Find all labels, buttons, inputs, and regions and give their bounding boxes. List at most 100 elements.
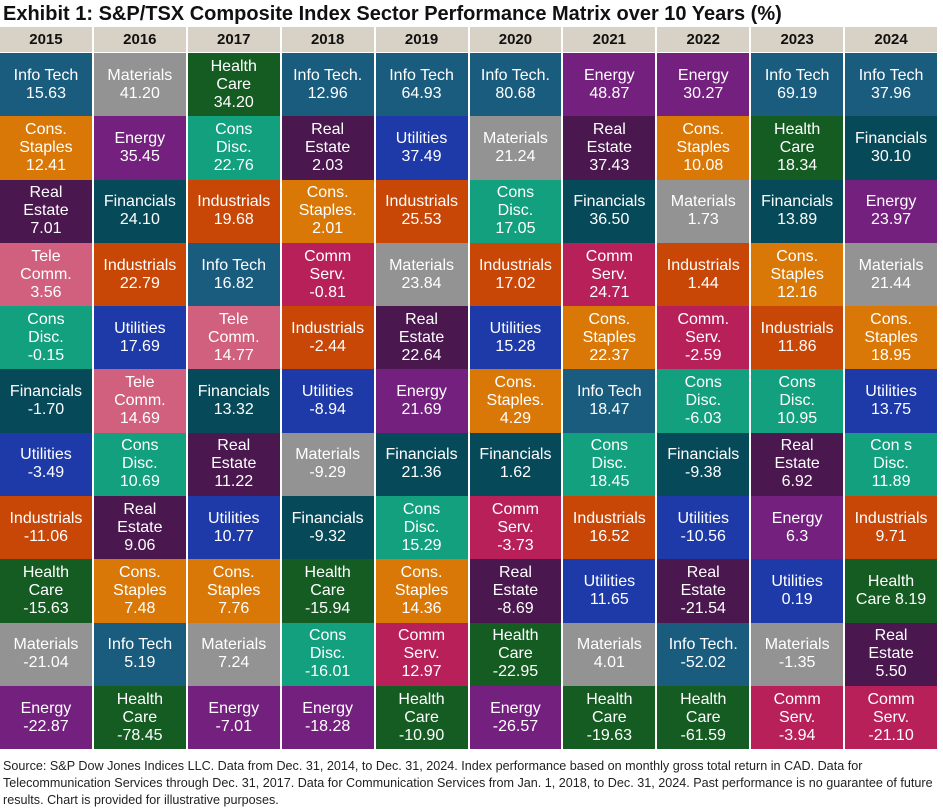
- sector-label: Cons. Staples: [113, 564, 167, 600]
- sector-label: Energy: [865, 193, 917, 211]
- sector-cell: Financials 1.62: [469, 432, 562, 497]
- sector-cell: Cons Disc. 15.29: [375, 496, 468, 560]
- year-header: 2023: [751, 27, 844, 52]
- return-value: -0.15: [27, 346, 65, 364]
- sector-cell: Materials -1.35: [751, 622, 844, 686]
- sector-label: Health Care: [210, 57, 257, 93]
- sector-cell: Energy -18.28: [281, 685, 374, 750]
- sector-label: Financials: [197, 383, 270, 401]
- sector-cell: Real Estate 5.50: [845, 622, 937, 686]
- sector-label: Utilities: [489, 319, 542, 337]
- year-column-2022: 2022 Energy 30.27 Cons. Staples 10.08 Materia…: [657, 27, 750, 750]
- sector-label: Info Tech: [389, 66, 454, 84]
- sector-label: Utilities: [865, 383, 917, 401]
- sector-cell: Industrials 16.52: [563, 496, 656, 560]
- sector-cell: Financials -9.38: [657, 432, 750, 497]
- sector-label: Energy: [114, 129, 166, 147]
- sector-cell: Health Care -22.95: [469, 622, 562, 686]
- return-value: 7.01: [30, 220, 62, 238]
- sector-label: Info Tech.: [668, 636, 738, 654]
- sector-label: Energy: [208, 699, 260, 717]
- return-value: 7.48: [124, 600, 156, 618]
- sector-label: Health Care: [492, 627, 539, 663]
- sector-label: Energy: [583, 66, 635, 84]
- sector-cell: Utilities -8.94: [281, 369, 374, 433]
- sector-cell: Financials -1.70: [0, 369, 92, 433]
- sector-label: Industrials: [760, 319, 834, 337]
- sector-cell: Materials 1.73: [657, 179, 750, 243]
- sector-label: Financials: [385, 446, 458, 464]
- sector-cell: Tele Comm. 3.56: [0, 242, 92, 307]
- return-value: 10.77: [213, 527, 254, 545]
- sector-label: Cons. Staples: [864, 310, 918, 346]
- sector-label: Materials: [858, 256, 924, 274]
- sector-label: Cons. Staples.: [486, 374, 545, 410]
- sector-cell: Cons. Staples 14.36: [375, 559, 468, 623]
- sector-cell: Health Care -61.59: [657, 685, 750, 750]
- sector-label: Financials: [667, 446, 740, 464]
- sector-label: Comm. Serv.: [677, 310, 730, 346]
- sector-label: Materials: [576, 636, 642, 654]
- return-value: 10.95: [777, 410, 818, 428]
- return-value: -61.59: [680, 726, 726, 744]
- year-header: 2015: [0, 27, 92, 52]
- sector-label: Materials: [13, 636, 79, 654]
- return-value: 2.03: [312, 156, 344, 174]
- return-value: 11.65: [589, 591, 629, 609]
- sector-cell: Energy 23.97: [845, 179, 937, 243]
- sector-label: Real Estate: [23, 184, 69, 220]
- return-value: 17.69: [119, 337, 160, 355]
- sector-label: Industrials: [666, 256, 740, 274]
- year-header: 2024: [845, 27, 937, 52]
- sector-label: Cons. Staples: [207, 564, 261, 600]
- return-value: -0.81: [309, 283, 346, 301]
- return-value: 34.20: [213, 93, 254, 111]
- sector-label: Financials: [9, 383, 82, 401]
- sector-cell: Cons. Staples 10.08: [657, 116, 750, 180]
- sector-cell: Comm Serv. 12.97: [375, 622, 468, 686]
- return-value: 6.3: [786, 527, 809, 545]
- sector-label: Tele Comm.: [20, 247, 72, 283]
- return-value: -1.35: [778, 654, 816, 672]
- sector-label: Comm Serv.: [773, 690, 821, 726]
- sector-cell: Tele Comm. 14.69: [93, 369, 186, 433]
- sector-cell: Info Tech 18.47: [563, 369, 656, 433]
- return-value: 36.50: [589, 211, 630, 229]
- return-value: -10.56: [680, 527, 726, 545]
- sector-label: Cons Disc.: [778, 374, 816, 410]
- sector-cell: Financials 13.32: [187, 369, 280, 433]
- return-value: 10.08: [683, 156, 724, 174]
- return-value: -7.01: [215, 717, 252, 735]
- year-column-2019: 2019 Info Tech 64.93 Utilities 37.49 Industri…: [375, 27, 468, 750]
- sector-cell: Real Estate -21.54: [657, 559, 750, 623]
- return-value: -8.69: [497, 600, 534, 618]
- return-value: 14.77: [213, 346, 254, 364]
- return-value: -1.70: [27, 401, 65, 419]
- return-value: 41.20: [119, 84, 160, 102]
- sector-label: Health Care 8.19: [855, 573, 927, 609]
- return-value: -15.63: [23, 600, 69, 618]
- sector-label: Utilities: [677, 509, 730, 527]
- sector-label: Health Care: [304, 564, 351, 600]
- year-header: 2016: [93, 27, 186, 52]
- return-value: -26.57: [492, 717, 539, 735]
- sector-cell: Utilities 0.19: [751, 559, 844, 623]
- return-value: 37.49: [401, 147, 442, 165]
- sector-label: Real Estate: [398, 310, 445, 346]
- return-value: 22.64: [401, 346, 442, 364]
- sector-label: Energy: [396, 383, 447, 401]
- return-value: -3.94: [778, 726, 816, 744]
- sector-cell: Health Care 34.20: [187, 53, 280, 117]
- sector-label: Real Estate: [680, 564, 726, 600]
- return-value: -10.90: [398, 726, 445, 744]
- year-header: 2020: [469, 27, 562, 52]
- return-value: -21.04: [23, 654, 69, 672]
- sector-cell: Real Estate 37.43: [563, 116, 656, 180]
- year-column-2018: 2018 Info Tech. 12.96 Real Estate 2.03 Cons. …: [281, 27, 374, 750]
- sector-cell: Cons Disc. 17.05: [469, 179, 562, 243]
- sector-label: Materials: [295, 446, 361, 464]
- sector-label: Cons. Staples: [770, 247, 824, 283]
- return-value: -21.54: [680, 600, 726, 618]
- return-value: 7.76: [218, 600, 250, 618]
- sector-label: Cons. Staples.: [298, 184, 357, 220]
